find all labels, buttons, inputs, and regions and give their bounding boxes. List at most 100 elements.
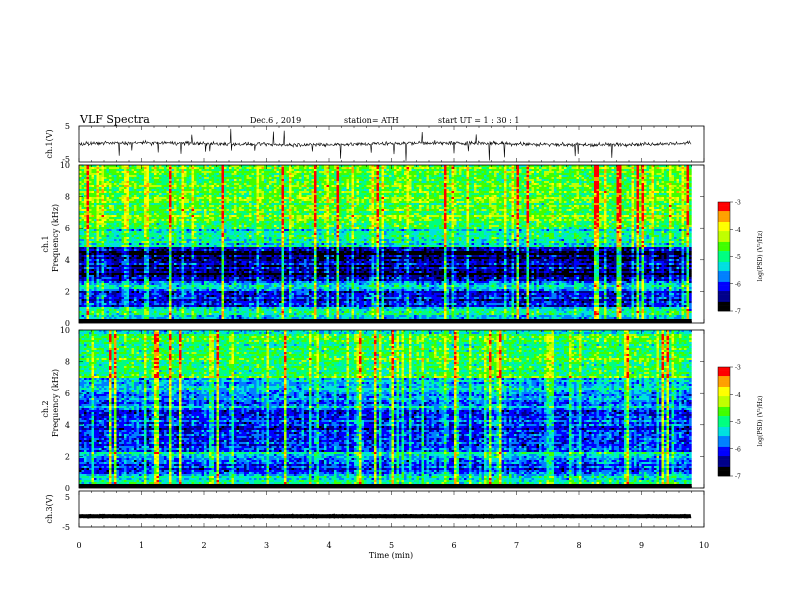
ch1-spectrogram-cell [406,179,410,182]
ch1-spectrogram-cell [414,199,417,202]
ch1-spectrogram-cell [519,195,522,198]
ch1-spectrogram-cell [611,171,615,174]
ch1-spectrogram-cell [431,203,435,206]
ch1-spectrogram-cell [266,183,270,186]
ch1-spectrogram-cell [296,197,300,200]
ch1-spectrogram-cell [591,185,595,188]
ch1-spectrogram-cell [94,193,97,196]
ch1-spectrogram-cell [676,197,680,200]
ch1-spectrogram-cell [284,167,287,170]
ch1-spectrogram-cell [186,195,190,198]
ch1-spectrogram-cell [381,187,385,190]
ch1-spectrogram-cell [649,185,652,188]
ch1-spectrogram-cell [604,171,607,174]
ch1-spectrogram-cell [349,171,352,174]
ch1-spectrogram-cell [656,187,660,190]
ch1-spectrogram-cell [484,193,487,196]
ch1-spectrogram-cell [559,185,562,188]
ch1-spectrogram-cell [574,191,577,194]
ch1-spectrogram-cell [461,197,465,200]
ch1-spectrogram-cell [189,201,192,204]
ch1-spectrogram-cell [159,185,162,188]
ch1-spectrogram-cell [244,199,247,202]
ch1-spectrogram-cell [426,181,430,184]
ch1-spectrogram-cell [416,185,420,188]
ch1-spectrogram-cell [164,183,167,186]
ch1-spectrogram-cell [639,187,642,190]
ch1-spectrogram-cell [396,183,400,186]
ch1-spectrogram-cell [246,175,250,178]
ch1-spectrogram-cell [466,171,470,174]
ch1-spectrogram-cell [581,179,585,182]
ch1-spectrogram-cell [489,183,492,186]
ch1-spectrogram-cell [469,169,472,172]
ch1-spectrogram-cell [689,175,692,178]
ch1-spectrogram-cell [689,187,692,190]
ch1-spectrogram-cell [216,199,220,202]
ch1-spectrogram-cell [649,171,652,174]
ch1-spectrogram-cell [684,177,687,180]
ch1-spectrogram-cell [124,183,127,186]
ch1-spectrogram-cell [664,199,667,202]
ch1-spectrogram-cell [236,175,240,178]
ch1-spectrogram-cell [479,169,482,172]
ch1-spectrogram-cell [386,169,390,172]
ch1-spectrogram-cell [141,179,145,182]
ch1-spectrogram-cell [389,193,392,196]
ch1-spectrogram-cell [201,183,205,186]
ch1-spectrogram-cell [304,191,307,194]
ch1-spectrogram-cell [666,201,670,204]
ch1-spectrogram-cell [271,177,275,180]
ch1-spectrogram-cell [331,173,335,176]
ch1-spectrogram-cell [361,185,365,188]
ch1-spectrogram-cell [349,201,352,204]
ch1-spectrogram-cell [449,189,452,192]
ch1-spectrogram-cell [494,201,497,204]
ch1-spectrogram-cell [144,183,147,186]
ch1-spectrogram-cell [314,169,317,172]
ch1-spectrogram-cell [129,183,132,186]
ch1-spectrogram-cell [476,195,480,198]
ch1-spectrogram-cell [96,201,100,204]
ch1-spectrogram-cell [169,189,172,192]
ch1-spectrogram-cell [529,167,532,170]
ch1-spectrogram-cell [154,195,157,198]
ch1-spectrogram-cell [551,171,555,174]
ch1-spectrogram-cell [301,169,305,172]
ch1-spectrogram-cell [444,195,447,198]
ch1-spectrogram-cell [539,185,542,188]
ch1-spectrogram-cell [154,177,157,180]
ch1-spectrogram-cell [631,203,635,206]
ch1-spectrogram-cell [624,179,627,182]
ch1-spectrogram-cell [674,177,677,180]
ch1-spectrogram-cell [654,193,657,196]
ch1-spectrogram-cell [551,177,555,180]
ch1-spectrogram-cell [289,201,292,204]
ch1-spectrogram-cell [499,187,502,190]
ch1-spectrogram-cell [641,185,645,188]
ch1-spectrogram-cell [194,203,197,206]
ch1-spectrogram-cell [501,203,505,206]
ch1-spectrogram-cell [239,167,242,170]
ch1-spectrogram-cell [266,177,270,180]
ch1-spectrogram-cell [496,193,500,196]
ch1-spectrogram-cell [424,195,427,198]
ch1-spectrogram-cell [336,175,340,178]
ch1-spectrogram-cell [499,175,502,178]
ch1-spectrogram-cell [659,177,662,180]
ch1-spectrogram-cell [371,165,375,168]
ch1-spectrogram-cell [146,193,150,196]
ch1-spectrogram-cell [671,175,675,178]
ch1-spectrogram-cell [646,201,650,204]
ch1-spectrogram-cell [219,191,222,194]
ch1-spectrogram-cell [314,197,317,200]
ch1-spectrogram-cell [641,183,645,186]
ch1-spectrogram-cell [661,169,665,172]
ch1-spectrogram-cell [349,169,352,172]
ch1-spectrogram-cell [329,201,332,204]
ch1-spectrogram-cell [139,201,142,204]
ch1-spectrogram-cell [101,197,105,200]
ch1-spectrogram-cell [271,171,275,174]
ch1-spectrogram-cell [91,183,95,186]
ch1-spectrogram-cell [461,167,465,170]
